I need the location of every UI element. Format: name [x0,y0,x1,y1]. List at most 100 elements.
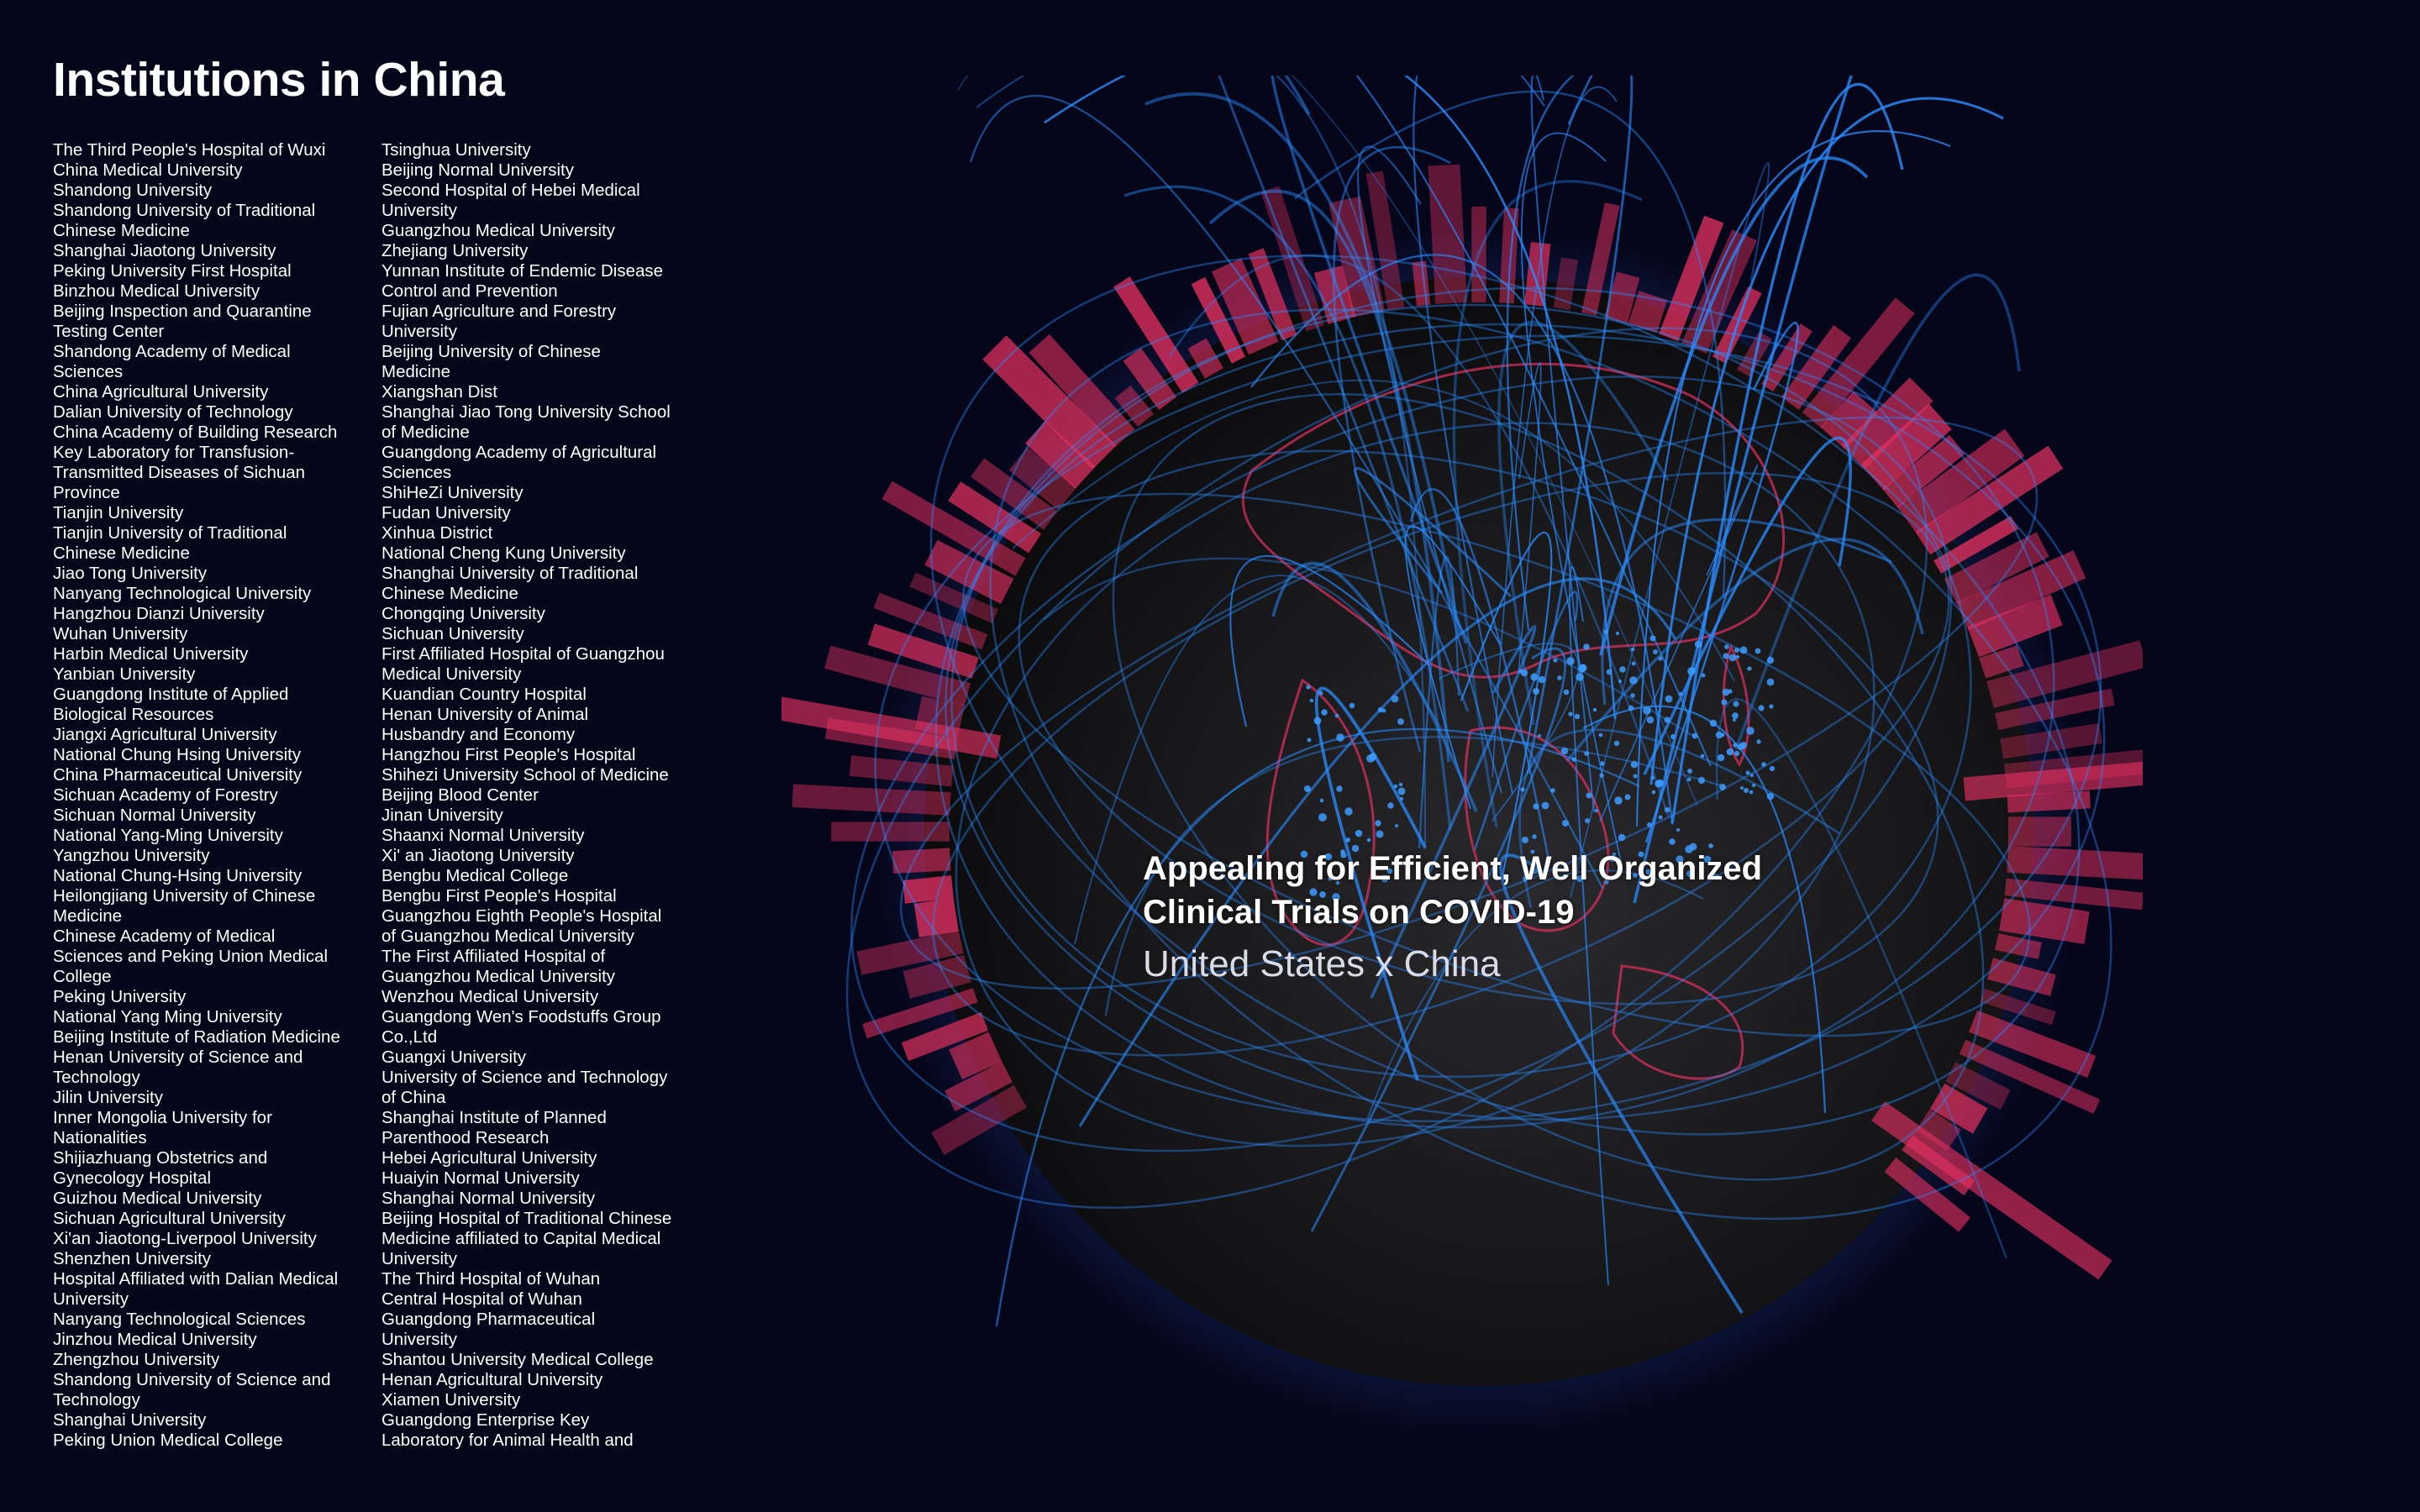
institution-dot [1598,732,1603,738]
institution-list-item: Bengbu Medical College [381,866,569,885]
institution-list-item: China Pharmaceutical University [53,765,302,785]
institution-bar [1211,258,1279,355]
institution-dot [1650,775,1655,780]
institution-dot [1309,888,1318,896]
institution-bar [1963,761,2143,801]
institution-list-item: Guangdong Academy of Agricultural [381,443,657,462]
institution-dot [1532,834,1537,839]
institution-list-item: Wuhan University [53,624,188,643]
institution-dot [1618,833,1626,842]
institution-dot [1387,802,1394,809]
institution-dot [1335,880,1340,885]
institution-list-item: Henan Agricultural University [381,1370,603,1389]
globe-visualization[interactable] [781,76,2143,1462]
institution-dot [1557,675,1562,680]
connection-arc [934,286,2055,1129]
institution-dot [1728,689,1733,694]
institution-list-item: First Affiliated Hospital of Guangzhou [381,644,665,664]
institution-bar [948,481,1042,554]
connection-arc [1452,180,1643,828]
institution-dot [1630,647,1635,652]
institution-dot [1669,838,1676,845]
institution-dot [1336,785,1343,792]
institution-list-item: Sciences [53,362,124,381]
institution-dot [1313,717,1322,725]
institution-list-item: Peking Union Medical College [53,1431,283,1450]
institution-dot [1321,709,1328,716]
page-title: Institutions in China [53,53,505,107]
institution-bar [1916,1109,1961,1151]
institution-list-item: University [53,1289,129,1309]
institution-list-item: Yangzhou University [53,846,210,865]
connection-arc [1355,76,1712,767]
institution-list-item: Shihezi University School of Medicine [381,765,669,785]
institution-dot [1606,669,1612,675]
institution-dot [1391,695,1399,703]
institution-bar [867,623,979,679]
connection-arcs [845,76,2112,1327]
institution-list-item: Yanbian University [53,664,196,684]
institution-list-item: Kuandian Country Hospital [381,685,587,704]
institution-bar [944,1061,1013,1112]
institution-list-item: Husbandry and Economy [381,725,576,744]
institution-list-item: Xi'an Jiaotong-Liverpool University [53,1229,317,1248]
institution-list-item: Henan University of Science and [53,1047,303,1067]
institution-bar [2007,846,2143,880]
institution-bar [1260,186,1325,332]
institution-list-item: Chinese Medicine [53,221,190,240]
institution-dot [1592,707,1597,712]
institution-dot [1523,878,1528,883]
institution-dot [1694,640,1702,648]
connection-arc [957,76,1698,806]
institution-dot [1651,790,1656,795]
institution-list-item: China Academy of Building Research [53,423,338,442]
institution-list-item: Second Hospital of Hebei Medical [381,181,640,200]
connection-arc [1599,465,1759,822]
institution-bar [1499,207,1519,304]
institution-dot [1769,765,1776,772]
institution-list-item: National Yang-Ming University [53,826,283,845]
institution-list-item: Zhengzhou University [53,1350,220,1369]
connection-arc [1715,698,2008,1259]
institution-list-item: Jiao Tong University [53,564,208,583]
institution-list-item: Wenzhou Medical University [381,987,599,1006]
institution-list-item: University [381,1249,457,1268]
institution-bar [1114,385,1155,428]
institution-bar [1967,594,2063,658]
institution-bar [1980,988,2056,1026]
institution-bar [1944,532,2049,604]
institution-dot [1340,849,1345,854]
institution-dot [1665,695,1673,703]
institution-list-item: Chinese Medicine [53,543,190,563]
institution-dot [1319,891,1326,898]
institution-list-item: Central Hospital of Wuhan [381,1289,582,1309]
institution-list-item: Shanghai University [53,1410,207,1430]
institution-list-item: ShiHeZi University [381,483,523,502]
institution-list-item: China Medical University [53,160,243,180]
institution-dot [1618,679,1623,684]
institution-bar [1897,428,2025,534]
institution-list-item: Peking University First Hospital [53,261,292,281]
connection-arc [1354,467,1512,598]
institution-list-item: Technology [53,1068,140,1087]
connection-arc [1460,531,1553,881]
land-outline [1722,643,1750,767]
institution-bar [1412,260,1431,307]
connection-arc [1570,162,1770,898]
institution-list-item: The Third Hospital of Wuhan [381,1269,601,1289]
institution-dot [1700,753,1705,759]
institution-list-item: College [53,967,112,986]
institution-bar [1884,1157,1970,1232]
institution-list-item: Shandong Academy of Medical [53,342,291,361]
institution-dot [1395,824,1398,827]
institution-list-item: Testing Center [53,322,165,341]
institution-dot [1612,852,1617,857]
institution-dot [1739,646,1748,654]
institution-dot [1685,845,1693,853]
institution-list-item: Shandong University of Traditional [53,201,316,220]
institution-dot [1518,669,1523,674]
connection-arc [1310,647,1567,1232]
institution-bar [1995,688,2115,730]
overlay-subtitle: United States x China [1143,943,1501,984]
institution-list-item: Tianjin University of Traditional [53,523,287,543]
